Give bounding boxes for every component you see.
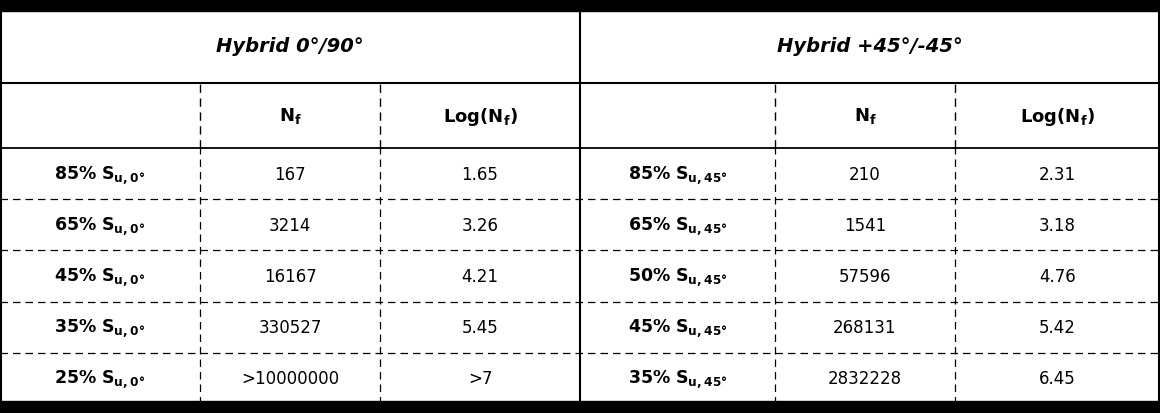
Text: Hybrid 0°/90°: Hybrid 0°/90°: [216, 37, 364, 56]
Text: 5.45: 5.45: [462, 318, 499, 336]
Text: 167: 167: [274, 165, 306, 183]
Text: $\mathbf{50\%\ S_{u,45°}}$: $\mathbf{50\%\ S_{u,45°}}$: [628, 266, 727, 287]
Text: $\mathbf{65\%\ S_{u,0°}}$: $\mathbf{65\%\ S_{u,0°}}$: [55, 214, 145, 236]
Text: $\mathbf{N_f}$: $\mathbf{N_f}$: [278, 106, 302, 126]
Text: $\mathbf{25\%\ S_{u,0°}}$: $\mathbf{25\%\ S_{u,0°}}$: [55, 368, 145, 389]
Text: $\mathbf{45\%\ S_{u,0°}}$: $\mathbf{45\%\ S_{u,0°}}$: [55, 266, 145, 287]
Text: 1541: 1541: [843, 216, 886, 234]
Bar: [0, 10, 1160, 12]
Text: $\mathbf{35\%\ S_{u,0°}}$: $\mathbf{35\%\ S_{u,0°}}$: [55, 316, 145, 338]
Bar: [0, 401, 1160, 403]
Text: $\mathbf{65\%\ S_{u,45°}}$: $\mathbf{65\%\ S_{u,45°}}$: [628, 214, 727, 236]
Text: $\mathbf{85\%\ S_{u,45°}}$: $\mathbf{85\%\ S_{u,45°}}$: [628, 163, 727, 185]
Text: 4.76: 4.76: [1039, 267, 1075, 285]
Text: 330527: 330527: [259, 318, 321, 336]
Text: 268131: 268131: [833, 318, 897, 336]
Text: 5.42: 5.42: [1039, 318, 1076, 336]
Text: >7: >7: [467, 370, 492, 387]
Text: $\mathbf{Log(N_f)}$: $\mathbf{Log(N_f)}$: [1020, 105, 1095, 127]
Text: $\mathbf{85\%\ S_{u,0°}}$: $\mathbf{85\%\ S_{u,0°}}$: [55, 163, 145, 185]
Text: 3214: 3214: [269, 216, 311, 234]
Text: 210: 210: [849, 165, 880, 183]
Text: 16167: 16167: [263, 267, 317, 285]
Text: Hybrid +45°/-45°: Hybrid +45°/-45°: [777, 37, 963, 56]
Text: 2832228: 2832228: [828, 370, 902, 387]
Text: >10000000: >10000000: [241, 370, 339, 387]
Text: $\mathbf{45\%\ S_{u,45°}}$: $\mathbf{45\%\ S_{u,45°}}$: [628, 316, 727, 338]
Bar: [0, 404, 1160, 413]
Text: $\mathbf{35\%\ S_{u,45°}}$: $\mathbf{35\%\ S_{u,45°}}$: [628, 368, 727, 389]
Text: 3.18: 3.18: [1039, 216, 1076, 234]
Text: $\mathbf{Log(N_f)}$: $\mathbf{Log(N_f)}$: [443, 105, 517, 127]
Text: 57596: 57596: [839, 267, 891, 285]
Text: $\mathbf{N_f}$: $\mathbf{N_f}$: [854, 106, 877, 126]
Text: 4.21: 4.21: [462, 267, 499, 285]
Bar: [0, 0, 1160, 9]
Text: 1.65: 1.65: [462, 165, 499, 183]
Text: 2.31: 2.31: [1039, 165, 1076, 183]
Text: 6.45: 6.45: [1039, 370, 1075, 387]
Text: 3.26: 3.26: [462, 216, 499, 234]
